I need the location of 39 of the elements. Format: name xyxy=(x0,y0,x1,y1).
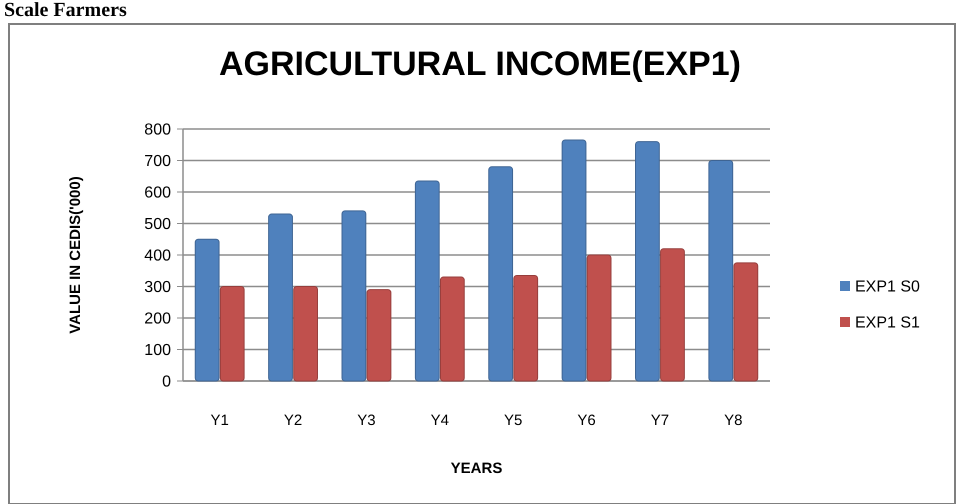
y-tick-label: 300 xyxy=(144,279,172,296)
y-tick-label: 700 xyxy=(144,153,172,170)
bar xyxy=(293,286,318,382)
y-tick-label: 500 xyxy=(144,216,172,234)
y-tick-label: 400 xyxy=(144,248,172,265)
bar xyxy=(562,140,586,382)
x-axis-title: YEARS xyxy=(450,460,502,477)
y-tick-label: 600 xyxy=(144,184,172,202)
y-tick-label: 200 xyxy=(144,310,172,328)
x-tick-label: Y1 xyxy=(210,412,229,429)
bar xyxy=(414,180,440,382)
chart-title: AGRICULTURAL INCOME(EXP1) xyxy=(219,45,741,83)
y-tick-label: 100 xyxy=(144,342,172,360)
legend-label: EXP1 S0 xyxy=(855,278,920,296)
x-tick-label: Y4 xyxy=(430,412,449,429)
x-tick-label: Y5 xyxy=(504,412,522,429)
bar xyxy=(708,160,734,382)
legend-label: EXP1 S1 xyxy=(855,314,920,332)
bar xyxy=(733,262,758,382)
x-tick-label: Y7 xyxy=(650,412,670,429)
bar xyxy=(440,276,465,382)
bar xyxy=(268,214,293,382)
bar xyxy=(513,274,538,382)
bar xyxy=(194,238,220,382)
x-tick-label: Y6 xyxy=(577,412,596,429)
bar xyxy=(635,141,660,382)
text: Scale Farmers xyxy=(4,0,127,21)
bar xyxy=(366,289,392,382)
bar xyxy=(488,166,514,382)
x-tick-label: Y3 xyxy=(357,412,376,429)
bar xyxy=(220,286,245,382)
bar xyxy=(586,254,612,382)
y-axis-title: VALUE IN CEDIS('000) xyxy=(67,176,84,334)
y-tick-label: 800 xyxy=(144,122,172,139)
y-tick-label: 0 xyxy=(162,374,172,391)
bar xyxy=(660,248,685,382)
x-tick-label: Y2 xyxy=(284,412,302,429)
x-tick-label: Y8 xyxy=(724,412,742,429)
bar xyxy=(342,210,366,382)
